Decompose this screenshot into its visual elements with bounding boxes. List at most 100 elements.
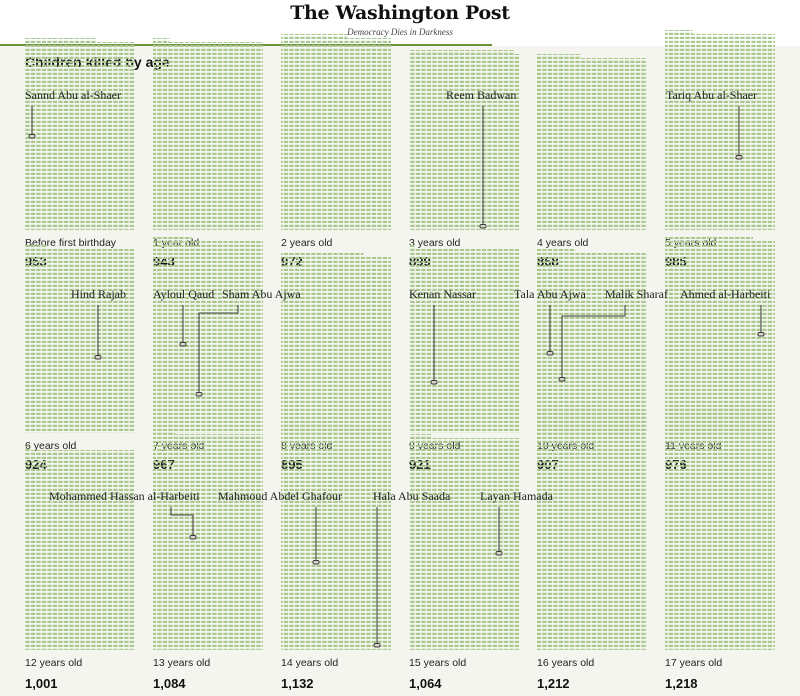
- waffle-partial-row: [537, 249, 576, 253]
- annotation-name: Malik Sharaf: [605, 287, 668, 301]
- count-value: 1,064: [409, 676, 442, 691]
- waffle-partial-row: [153, 38, 170, 42]
- annotation-10: Mohammed Hassan al-Harbeiti: [49, 489, 200, 540]
- waffle-block: [153, 434, 263, 650]
- waffle-partial-row: [281, 422, 347, 426]
- child-marker: [735, 155, 743, 160]
- age-group-16: 16 years old 1,212: [537, 406, 647, 691]
- age-group-17: 17 years old 1,218: [665, 406, 775, 691]
- child-marker: [28, 134, 36, 139]
- annotation-name: Mahmoud Abdel Ghafour: [218, 489, 342, 503]
- waffle-partial-row: [153, 430, 175, 434]
- annotation-2: Tariq Abu al-Shaer: [666, 88, 757, 160]
- age-label: 13 years old: [153, 657, 210, 669]
- age-group-13: 13 years old 1,084: [153, 430, 263, 691]
- annotation-13: Layan Hamada: [480, 489, 554, 556]
- child-marker: [430, 380, 438, 385]
- annotation-5: Sham Abu Ajwa: [195, 287, 301, 397]
- waffle-block: [537, 253, 647, 433]
- count-value: 1,218: [665, 676, 698, 691]
- waffle-block: [665, 34, 775, 230]
- waffle-block: [409, 249, 519, 433]
- count-value: 1,212: [537, 676, 570, 691]
- masthead-tagline: Democracy Dies in Darkness: [347, 27, 453, 37]
- child-marker: [195, 392, 203, 397]
- child-marker: [373, 643, 381, 648]
- waffle-block: [665, 241, 775, 433]
- annotation-name: Reem Badwan: [446, 88, 516, 102]
- annotation-leader-line: [198, 305, 239, 394]
- annotation-name: Ayloul Qaud: [153, 287, 214, 301]
- child-marker: [546, 351, 554, 356]
- child-marker: [479, 224, 487, 229]
- waffle-block: [537, 410, 647, 650]
- age-label: 14 years old: [281, 657, 338, 669]
- waffle-partial-row: [665, 30, 693, 34]
- waffle-block: [665, 410, 775, 650]
- annotation-name: Hind Rajab: [71, 287, 126, 301]
- age-group-12: 12 years old 1,001: [25, 446, 135, 691]
- child-marker: [495, 551, 503, 556]
- child-marker: [312, 560, 320, 565]
- age-label: 3 years old: [409, 237, 461, 249]
- waffle-partial-row: [537, 54, 581, 58]
- waffle-partial-row: [409, 434, 431, 438]
- washington-post-logo[interactable]: The Washington Post: [290, 2, 510, 24]
- waffle-block: [409, 54, 519, 230]
- annotation-name: Tala Abu Ajwa: [514, 287, 586, 301]
- age-label: 17 years old: [665, 657, 722, 669]
- annotation-9: Ahmed al-Harbeiti: [680, 287, 771, 337]
- child-marker: [558, 377, 566, 382]
- waffle-partial-row: [25, 446, 31, 450]
- annotation-7: Tala Abu Ajwa: [514, 287, 586, 356]
- annotation-name: Ahmed al-Harbeiti: [680, 287, 771, 301]
- waffle-block: [153, 42, 263, 230]
- child-marker: [94, 355, 102, 360]
- age-group-5: 5 years old985: [665, 30, 775, 269]
- annotation-6: Kenan Nassar: [409, 287, 476, 385]
- age-label: Before first birthday: [25, 237, 117, 249]
- child-marker: [189, 535, 197, 540]
- waffle-partial-row: [25, 245, 47, 249]
- annotation-12: Hala Abu Saada: [373, 489, 451, 648]
- waffle-partial-row: [409, 50, 514, 54]
- age-group-2: 2 years old972: [281, 34, 391, 269]
- waffle-block: [409, 438, 519, 650]
- waffle-block: [25, 450, 135, 650]
- age-label: 16 years old: [537, 657, 594, 669]
- child-marker: [757, 332, 765, 337]
- waffle-partial-row: [281, 253, 364, 257]
- annotation-leader-line: [170, 507, 194, 537]
- age-group-1: 1 year old943: [153, 38, 263, 269]
- waffle-block: [281, 38, 391, 230]
- annotation-leader-line: [561, 305, 626, 379]
- child-marker: [179, 342, 187, 347]
- waffle-block: [153, 241, 263, 433]
- annotation-3: Hind Rajab: [71, 287, 126, 360]
- age-label: 6 years old: [25, 440, 77, 452]
- age-label: 2 years old: [281, 237, 333, 249]
- annotation-name: Mohammed Hassan al-Harbeiti: [49, 489, 200, 503]
- age-group-4: 4 years old868: [537, 54, 647, 269]
- annotation-name: Layan Hamada: [480, 489, 554, 503]
- age-group-11: 11 years old976: [665, 237, 775, 472]
- waffle-partial-row: [665, 406, 764, 410]
- annotation-8: Malik Sharaf: [558, 287, 668, 382]
- waffle-block: [281, 257, 391, 433]
- annotation-name: Tariq Abu al-Shaer: [666, 88, 757, 102]
- annotation-name: Sham Abu Ajwa: [222, 287, 301, 301]
- count-value: 1,001: [25, 676, 58, 691]
- waffle-block: [537, 58, 647, 230]
- age-group-3: 3 years old899: [409, 50, 519, 269]
- age-group-14: 14 years old 1,132: [281, 422, 391, 691]
- age-group-0: Before first birthday953: [25, 38, 135, 269]
- age-group-6: 6 years old924: [25, 245, 135, 472]
- waffle-block: [25, 42, 135, 230]
- annotation-name: Sannd Abu al-Shaer: [25, 88, 121, 102]
- annotation-11: Mahmoud Abdel Ghafour: [218, 489, 342, 565]
- annotation-1: Reem Badwan: [446, 88, 516, 229]
- count-value: 1,132: [281, 676, 314, 691]
- annotation-0: Sannd Abu al-Shaer: [25, 88, 121, 139]
- age-label: 15 years old: [409, 657, 466, 669]
